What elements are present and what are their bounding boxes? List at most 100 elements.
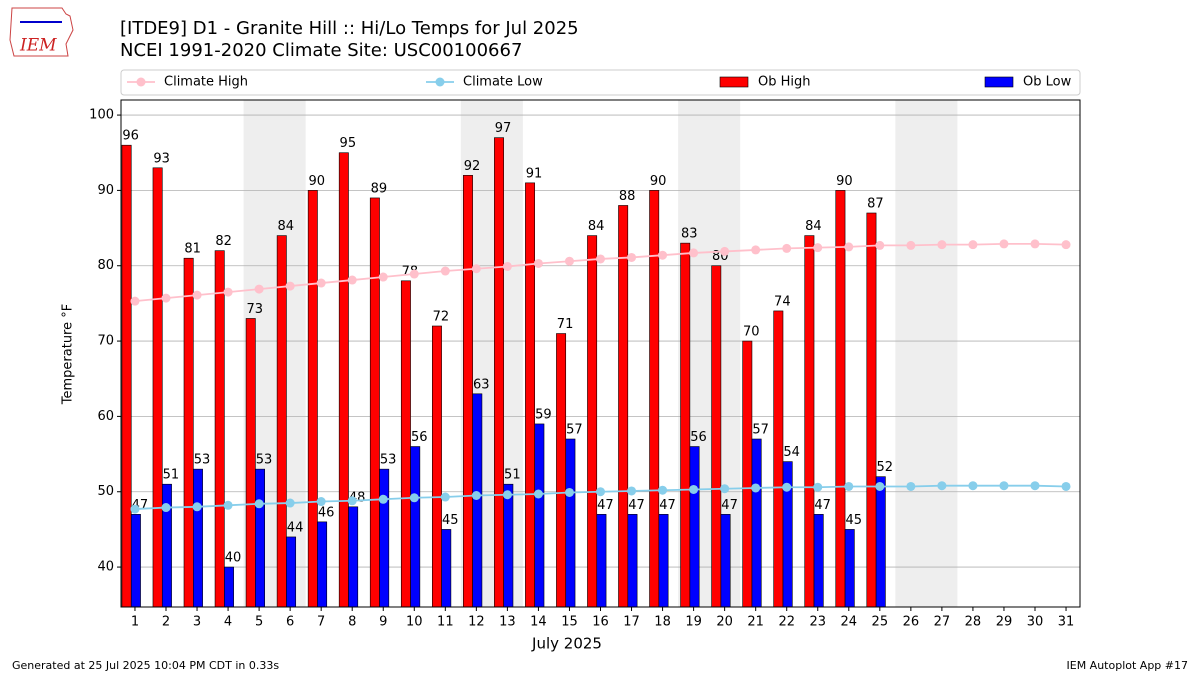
- x-tick-label: 23: [809, 615, 826, 630]
- point: [440, 492, 450, 502]
- point: [471, 491, 481, 501]
- point: [1061, 240, 1071, 250]
- data-label: 56: [411, 430, 428, 445]
- bar: [193, 468, 203, 608]
- bar: [152, 167, 163, 608]
- point: [844, 242, 854, 252]
- point: [564, 487, 574, 497]
- point: [347, 275, 357, 285]
- logo: IEM: [9, 7, 74, 57]
- point: [937, 240, 947, 250]
- x-tick-label: 14: [530, 615, 547, 630]
- x-axis-label: July 2025: [531, 635, 602, 653]
- data-label: 84: [588, 219, 605, 234]
- y-tick-label: 90: [97, 183, 114, 198]
- legend-swatch: [984, 76, 1014, 88]
- legend-label: Ob Low: [1023, 75, 1072, 90]
- footer-left: Generated at 25 Jul 2025 10:04 PM CDT in…: [12, 659, 279, 672]
- data-label: 47: [814, 498, 831, 513]
- data-label: 90: [836, 174, 853, 189]
- point: [782, 243, 792, 253]
- bar: [441, 529, 452, 608]
- bar: [130, 514, 141, 608]
- bar: [286, 536, 297, 608]
- x-tick-label: 25: [872, 615, 889, 630]
- plot-frame: [120, 99, 1081, 608]
- point: [409, 269, 419, 279]
- bar: [742, 340, 753, 608]
- x-tick-label: 26: [903, 615, 920, 630]
- data-label: 47: [597, 498, 614, 513]
- data-label: 51: [163, 468, 180, 483]
- point: [751, 245, 761, 255]
- x-tick-label: 13: [499, 615, 516, 630]
- point: [999, 239, 1009, 249]
- point: [285, 498, 295, 508]
- point: [223, 500, 233, 510]
- bar: [214, 250, 225, 608]
- x-tick-label: 28: [965, 615, 982, 630]
- legend-label: Climate High: [164, 75, 248, 90]
- bar: [565, 438, 576, 608]
- point: [813, 482, 823, 492]
- data-label: 73: [246, 302, 263, 317]
- point: [316, 278, 326, 288]
- data-label: 52: [876, 460, 893, 475]
- x-tick-label: 24: [841, 615, 858, 630]
- point: [875, 240, 885, 250]
- data-label: 47: [721, 498, 738, 513]
- point: [782, 482, 792, 492]
- data-label: 96: [122, 129, 139, 144]
- point: [1030, 481, 1040, 491]
- bar: [649, 190, 660, 608]
- y-axis-label: Temperature °F: [61, 304, 76, 405]
- point: [409, 493, 419, 503]
- data-label: 51: [504, 468, 521, 483]
- point: [533, 258, 543, 268]
- x-tick-label: 17: [623, 615, 640, 630]
- bar: [534, 423, 545, 608]
- point: [968, 240, 978, 250]
- x-tick-label: 12: [468, 615, 485, 630]
- point: [533, 489, 543, 499]
- point: [937, 481, 947, 491]
- data-label: 45: [845, 513, 862, 528]
- x-tick-label: 1: [131, 615, 139, 630]
- y-tick-label: 70: [97, 334, 114, 349]
- point: [502, 261, 512, 271]
- bar: [369, 197, 380, 608]
- bar: [348, 506, 359, 608]
- point: [161, 503, 171, 513]
- data-label: 47: [659, 498, 676, 513]
- point: [596, 254, 605, 264]
- x-tick-label: 18: [654, 615, 671, 630]
- bar: [844, 529, 855, 608]
- point: [813, 243, 823, 253]
- point: [968, 481, 978, 491]
- data-label: 71: [557, 317, 574, 332]
- point: [627, 486, 637, 496]
- bar: [379, 468, 390, 608]
- data-label: 82: [215, 234, 232, 249]
- point: [844, 481, 854, 491]
- bar: [658, 514, 669, 608]
- point: [378, 494, 388, 504]
- legend-label: Ob High: [758, 75, 811, 90]
- y-tick-label: 100: [89, 108, 114, 123]
- x-tick-label: 6: [286, 615, 294, 630]
- data-label: 89: [371, 181, 388, 196]
- data-label: 45: [442, 513, 459, 528]
- bar: [494, 137, 504, 608]
- x-tick-label: 5: [255, 615, 263, 630]
- legend-label: Climate Low: [463, 75, 543, 90]
- data-label: 72: [433, 310, 450, 325]
- bar: [689, 446, 700, 608]
- x-tick-label: 21: [747, 615, 764, 630]
- data-label: 88: [619, 189, 636, 204]
- bar: [875, 476, 886, 608]
- point: [999, 481, 1009, 491]
- logo-text: IEM: [19, 36, 57, 56]
- bar: [400, 280, 411, 608]
- point: [1030, 239, 1040, 249]
- bar: [338, 152, 349, 608]
